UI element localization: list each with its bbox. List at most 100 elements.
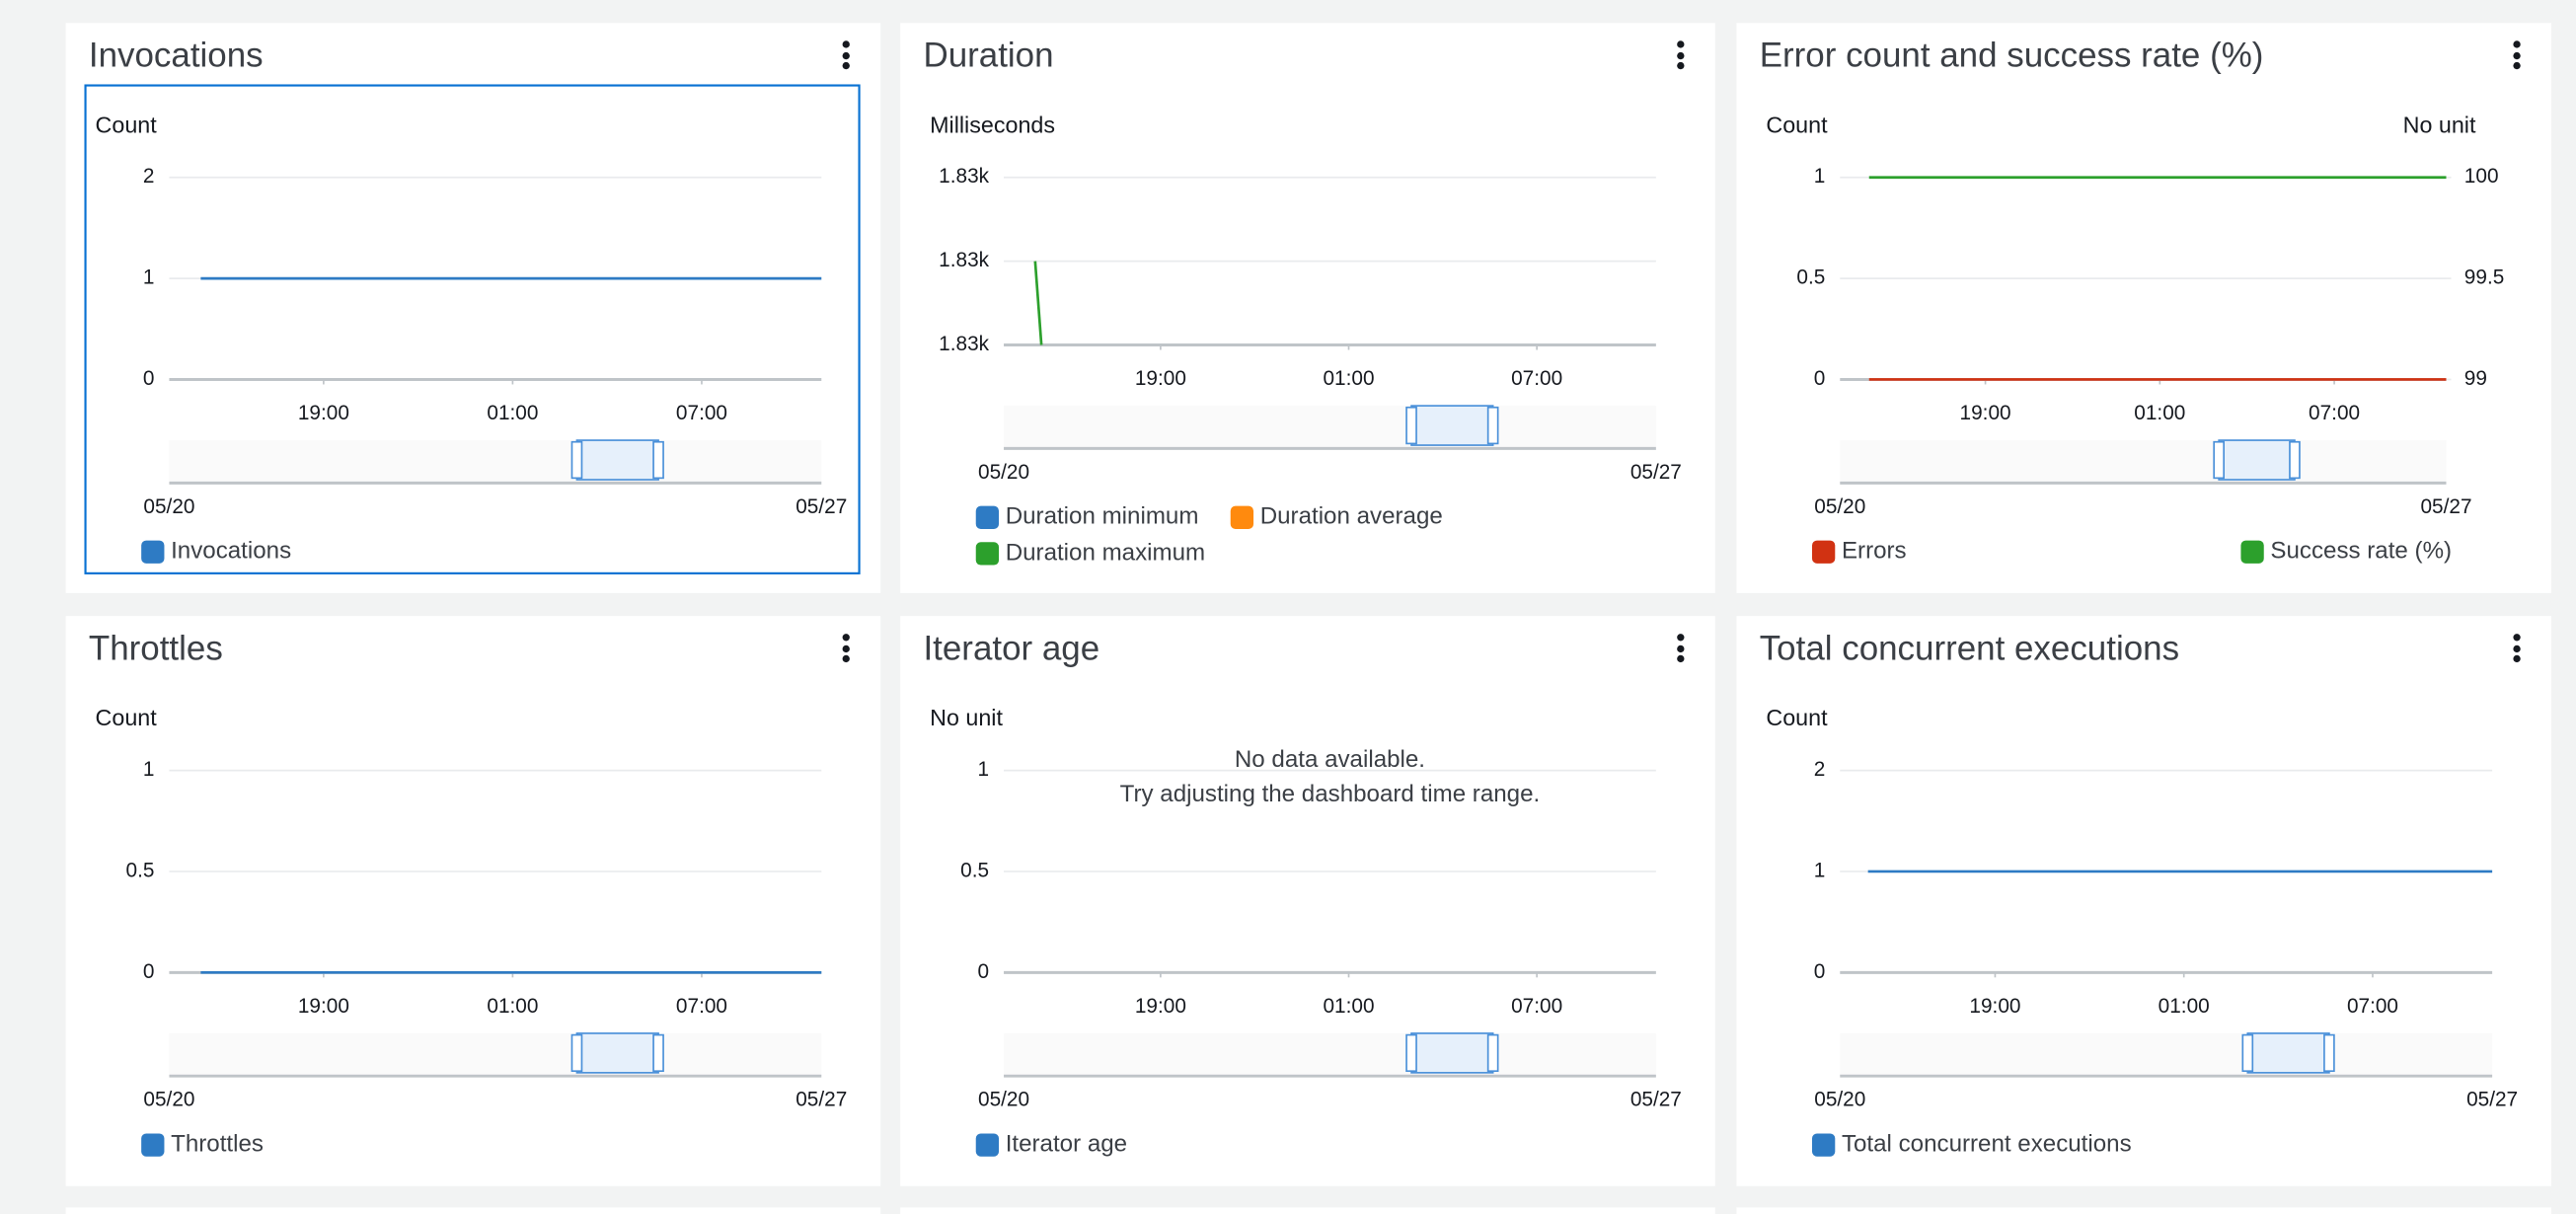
menu-dot [2513, 61, 2521, 70]
legend-label: Throttles [171, 1130, 264, 1157]
widget-menu[interactable] [2513, 634, 2521, 663]
x-tick-label: 01:00 [2134, 402, 2185, 424]
menu-dot [842, 40, 850, 48]
widget-menu[interactable] [2513, 40, 2521, 70]
brush-window [2246, 1032, 2330, 1074]
y-tick-label: 0 [143, 960, 155, 983]
range-label: 05/27 [1630, 461, 1682, 484]
legend-swatch [141, 540, 165, 564]
no-data-message: No data available. [1235, 746, 1425, 773]
widget-panel [900, 616, 1715, 1186]
overview-brush[interactable] [1405, 1032, 1499, 1074]
range-label: 05/27 [2420, 495, 2471, 518]
y-tick-label: 0 [1814, 367, 1826, 390]
overview-brush[interactable] [2213, 439, 2301, 481]
legend-label: Duration maximum [1006, 539, 1205, 566]
widget-menu[interactable] [842, 634, 850, 663]
y-axis-label: Count [1766, 705, 1828, 730]
overview-brush[interactable] [570, 1032, 664, 1074]
widget-menu[interactable] [1677, 40, 1685, 70]
legend-item[interactable]: Success rate (%) [2240, 538, 2452, 565]
y-tick-label: 1.83k [939, 249, 989, 271]
y-axis-label: Milliseconds [930, 112, 1055, 137]
y-tick-label: 1 [143, 758, 155, 781]
overview-brush[interactable] [570, 439, 664, 481]
widget-title: Error count and success rate (%) [1760, 36, 2264, 74]
y2-tick-label: 100 [2464, 165, 2499, 188]
menu-dot [1677, 51, 1685, 60]
y-tick-label: 1 [1814, 165, 1826, 188]
y-tick-label: 1 [977, 758, 989, 781]
range-label: 05/20 [978, 461, 1029, 484]
brush-handle [2241, 1033, 2254, 1073]
widget-panel [65, 616, 881, 1186]
legend-label: Total concurrent executions [1842, 1130, 2132, 1157]
overview-area [1840, 1032, 2493, 1077]
panel-partial [65, 1207, 881, 1214]
x-tick-label: 19:00 [1969, 995, 2020, 1018]
menu-dot [842, 654, 850, 663]
legend-item[interactable]: Duration minimum [975, 503, 1199, 530]
y-tick-label: 2 [143, 165, 155, 188]
brush-handle [652, 440, 664, 480]
menu-dot [2513, 40, 2521, 48]
widget-menu[interactable] [1677, 634, 1685, 663]
brush-handle [570, 1033, 583, 1073]
legend-swatch [2240, 540, 2264, 564]
legend-swatch [975, 1133, 1000, 1157]
legend-item[interactable]: Duration average [1230, 503, 1443, 530]
x-tick-label: 19:00 [1960, 402, 2011, 424]
widget-panel [1736, 616, 2552, 1186]
menu-dot [2513, 645, 2521, 653]
brush-window [1410, 405, 1494, 446]
widget-panel [65, 23, 881, 593]
range-label: 05/27 [2466, 1089, 2518, 1111]
widget: Throttles Count 0 0.5 1 19:00 01:00 07:00 05/20 0… [65, 616, 881, 1186]
x-tick-label: 07:00 [1511, 995, 1562, 1018]
overview-area [169, 440, 822, 484]
legend-item[interactable]: Duration maximum [975, 539, 1205, 566]
widget: Total concurrent executions Count 0 1 2 19:00… [1736, 616, 2552, 1186]
x-tick-label: 07:00 [676, 402, 727, 424]
legend-swatch [141, 1133, 165, 1157]
x-tick-label: 01:00 [487, 402, 538, 424]
y-tick-label: 0.5 [1796, 266, 1825, 289]
menu-dot [2513, 51, 2521, 60]
y-tick-label: 1 [1814, 859, 1826, 881]
legend-item[interactable]: Errors [1811, 538, 1907, 565]
legend-swatch [1230, 505, 1254, 529]
brush-handle [1486, 406, 1499, 445]
y2-tick-label: 99.5 [2464, 266, 2504, 289]
legend-item[interactable]: Iterator age [975, 1130, 1127, 1157]
y2-axis-label: No unit [2403, 112, 2476, 137]
overview-brush[interactable] [1405, 405, 1499, 446]
legend-item[interactable]: Throttles [141, 1130, 264, 1157]
menu-dot [1677, 61, 1685, 70]
x-tick-label: 19:00 [1135, 995, 1186, 1018]
range-label: 05/20 [1814, 495, 1865, 518]
legend-label: Invocations [171, 538, 291, 565]
brush-handle [1486, 1033, 1499, 1073]
x-tick-label: 07:00 [1511, 367, 1562, 390]
y-tick-label: 1.83k [939, 165, 989, 188]
y-axis-label: Count [1766, 112, 1828, 137]
legend-label: Errors [1842, 538, 1907, 565]
legend-label: Success rate (%) [2270, 538, 2452, 565]
widget-menu[interactable] [842, 40, 850, 70]
menu-dot [842, 61, 850, 70]
menu-dot [1677, 645, 1685, 653]
range-label: 05/27 [796, 1089, 847, 1111]
overview-brush[interactable] [2241, 1032, 2335, 1074]
x-tick-label: 01:00 [2159, 995, 2210, 1018]
legend-item[interactable]: Invocations [141, 538, 291, 565]
menu-dot [1677, 40, 1685, 48]
x-tick-label: 07:00 [2309, 402, 2360, 424]
legend-swatch [975, 505, 1000, 529]
legend-item[interactable]: Total concurrent executions [1811, 1130, 2132, 1157]
range-label: 05/20 [143, 495, 194, 518]
brush-window [575, 1032, 659, 1074]
y-axis-label: Count [96, 112, 158, 137]
y-axis-label: Count [96, 705, 158, 730]
x-tick-label: 01:00 [487, 995, 538, 1018]
